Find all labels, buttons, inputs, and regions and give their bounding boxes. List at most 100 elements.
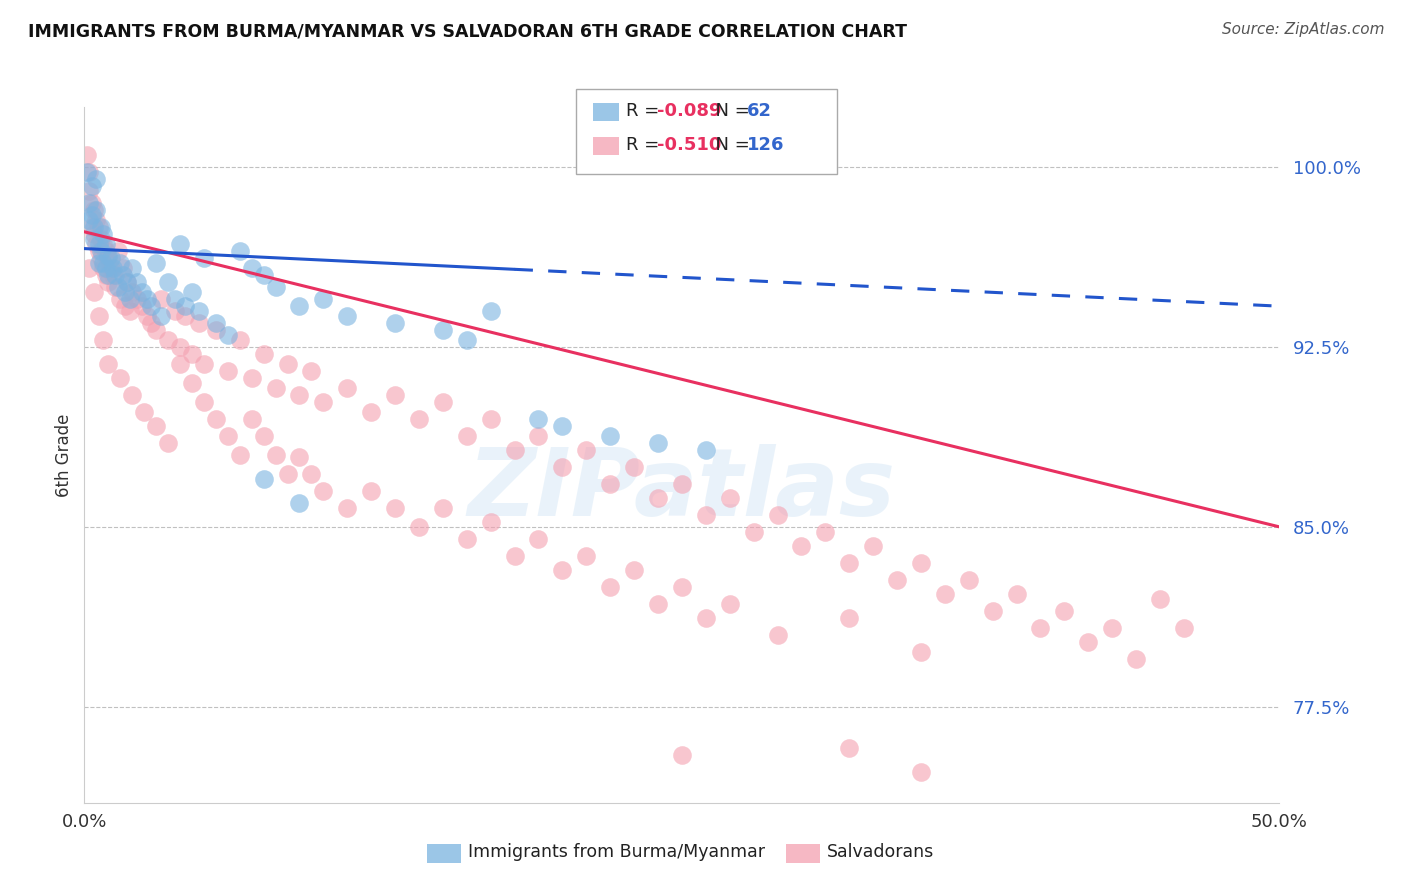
Point <box>1125 652 1147 666</box>
Point <box>165 292 187 306</box>
Point <box>193 357 215 371</box>
Point <box>1149 591 1171 606</box>
Point <box>93 256 115 270</box>
Point <box>456 532 478 546</box>
Text: IMMIGRANTS FROM BURMA/MYANMAR VS SALVADORAN 6TH GRADE CORRELATION CHART: IMMIGRANTS FROM BURMA/MYANMAR VS SALVADO… <box>28 22 907 40</box>
Point <box>240 260 263 275</box>
Point <box>838 740 860 755</box>
Point <box>671 476 693 491</box>
Point <box>575 549 598 563</box>
Point <box>623 563 645 577</box>
Point <box>141 299 163 313</box>
Point <box>131 285 153 299</box>
Point <box>93 333 115 347</box>
Point <box>551 563 574 577</box>
Point <box>97 357 120 371</box>
Point <box>766 508 789 522</box>
Point <box>432 395 454 409</box>
Point <box>229 333 252 347</box>
Point <box>253 268 276 282</box>
Point <box>121 260 143 275</box>
Point <box>240 412 263 426</box>
Point <box>527 412 550 426</box>
Point <box>336 381 359 395</box>
Point <box>145 256 167 270</box>
Point <box>86 212 108 227</box>
Point <box>117 275 139 289</box>
Point <box>188 316 211 330</box>
Point <box>76 165 98 179</box>
Point <box>384 388 406 402</box>
Point <box>188 304 211 318</box>
Point <box>100 260 122 275</box>
Point <box>145 419 167 434</box>
Point <box>205 316 228 330</box>
Point <box>432 500 454 515</box>
Point <box>766 628 789 642</box>
Point <box>229 448 252 462</box>
Point <box>83 227 105 242</box>
Point <box>114 285 136 299</box>
Point <box>100 251 122 265</box>
Point <box>181 285 204 299</box>
Point <box>111 260 134 275</box>
Point <box>111 268 134 282</box>
Point <box>87 219 110 234</box>
Point <box>87 244 110 258</box>
Point <box>193 395 215 409</box>
Point <box>193 251 215 265</box>
Point <box>479 412 502 426</box>
Text: -0.089: -0.089 <box>657 103 721 120</box>
Text: Salvadorans: Salvadorans <box>827 843 934 861</box>
Point <box>165 304 187 318</box>
Point <box>83 232 105 246</box>
Point <box>80 179 103 194</box>
Point <box>934 587 956 601</box>
Text: R =: R = <box>626 103 665 120</box>
Point <box>1029 621 1052 635</box>
Point <box>288 450 311 465</box>
Point <box>408 412 430 426</box>
Point <box>862 539 884 553</box>
Point <box>77 196 100 211</box>
Point <box>93 260 115 275</box>
Point <box>647 491 669 505</box>
Point <box>118 304 141 318</box>
Point <box>87 309 110 323</box>
Point <box>312 395 335 409</box>
Point <box>157 275 180 289</box>
Text: 62: 62 <box>747 103 772 120</box>
Point <box>83 219 105 234</box>
Point <box>288 496 311 510</box>
Point <box>80 219 103 234</box>
Point <box>94 236 117 251</box>
Point <box>110 292 132 306</box>
Point <box>527 532 550 546</box>
Point <box>312 483 335 498</box>
Point <box>77 165 100 179</box>
Point <box>456 428 478 442</box>
Point <box>104 268 127 282</box>
Point <box>623 459 645 474</box>
Point <box>90 244 112 258</box>
Point <box>101 260 124 275</box>
Point <box>742 524 765 539</box>
Point <box>277 467 299 482</box>
Point <box>599 476 621 491</box>
Point <box>312 292 335 306</box>
Point <box>110 256 132 270</box>
Point <box>981 604 1004 618</box>
Point <box>301 364 323 378</box>
Point <box>97 268 120 282</box>
Point <box>384 500 406 515</box>
Point <box>107 244 129 258</box>
Point <box>217 328 239 343</box>
Point <box>910 764 932 779</box>
Point <box>80 196 103 211</box>
Point <box>181 347 204 361</box>
Point <box>135 309 157 323</box>
Point <box>229 244 252 258</box>
Point <box>90 251 112 265</box>
Point <box>90 232 112 246</box>
Point <box>76 148 98 162</box>
